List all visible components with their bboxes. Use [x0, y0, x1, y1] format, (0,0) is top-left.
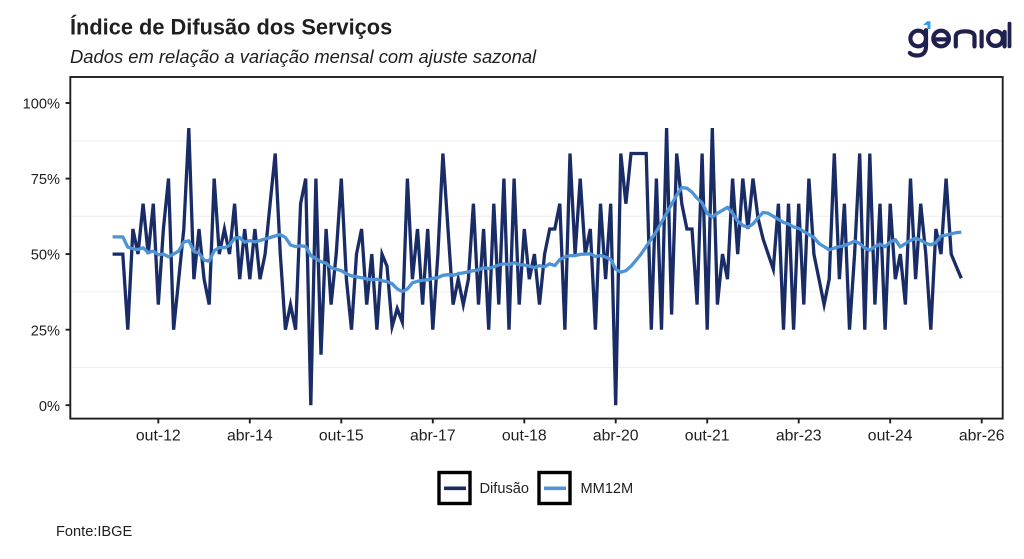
svg-text:Difusão: Difusão	[480, 481, 529, 497]
svg-text:0%: 0%	[39, 399, 60, 415]
svg-text:out-24: out-24	[868, 428, 913, 445]
svg-text:MM12M: MM12M	[581, 481, 634, 497]
svg-text:out-12: out-12	[136, 428, 181, 445]
svg-text:50%: 50%	[31, 248, 60, 264]
svg-text:Índice de Difusão dos Serviços: Índice de Difusão dos Serviços	[70, 14, 392, 39]
svg-text:100%: 100%	[23, 97, 60, 113]
svg-text:abr-17: abr-17	[410, 428, 456, 445]
svg-text:Dados em relação a variação me: Dados em relação a variação mensal com a…	[70, 46, 537, 67]
svg-text:abr-23: abr-23	[776, 428, 822, 445]
svg-text:75%: 75%	[31, 172, 60, 188]
svg-text:out-21: out-21	[685, 428, 730, 445]
svg-text:out-18: out-18	[502, 428, 547, 445]
svg-text:abr-20: abr-20	[593, 428, 639, 445]
svg-text:Fonte:IBGE: Fonte:IBGE	[56, 524, 133, 540]
svg-text:abr-14: abr-14	[227, 428, 273, 445]
svg-text:25%: 25%	[31, 323, 60, 339]
svg-text:out-15: out-15	[319, 428, 364, 445]
svg-text:abr-26: abr-26	[959, 428, 1005, 445]
